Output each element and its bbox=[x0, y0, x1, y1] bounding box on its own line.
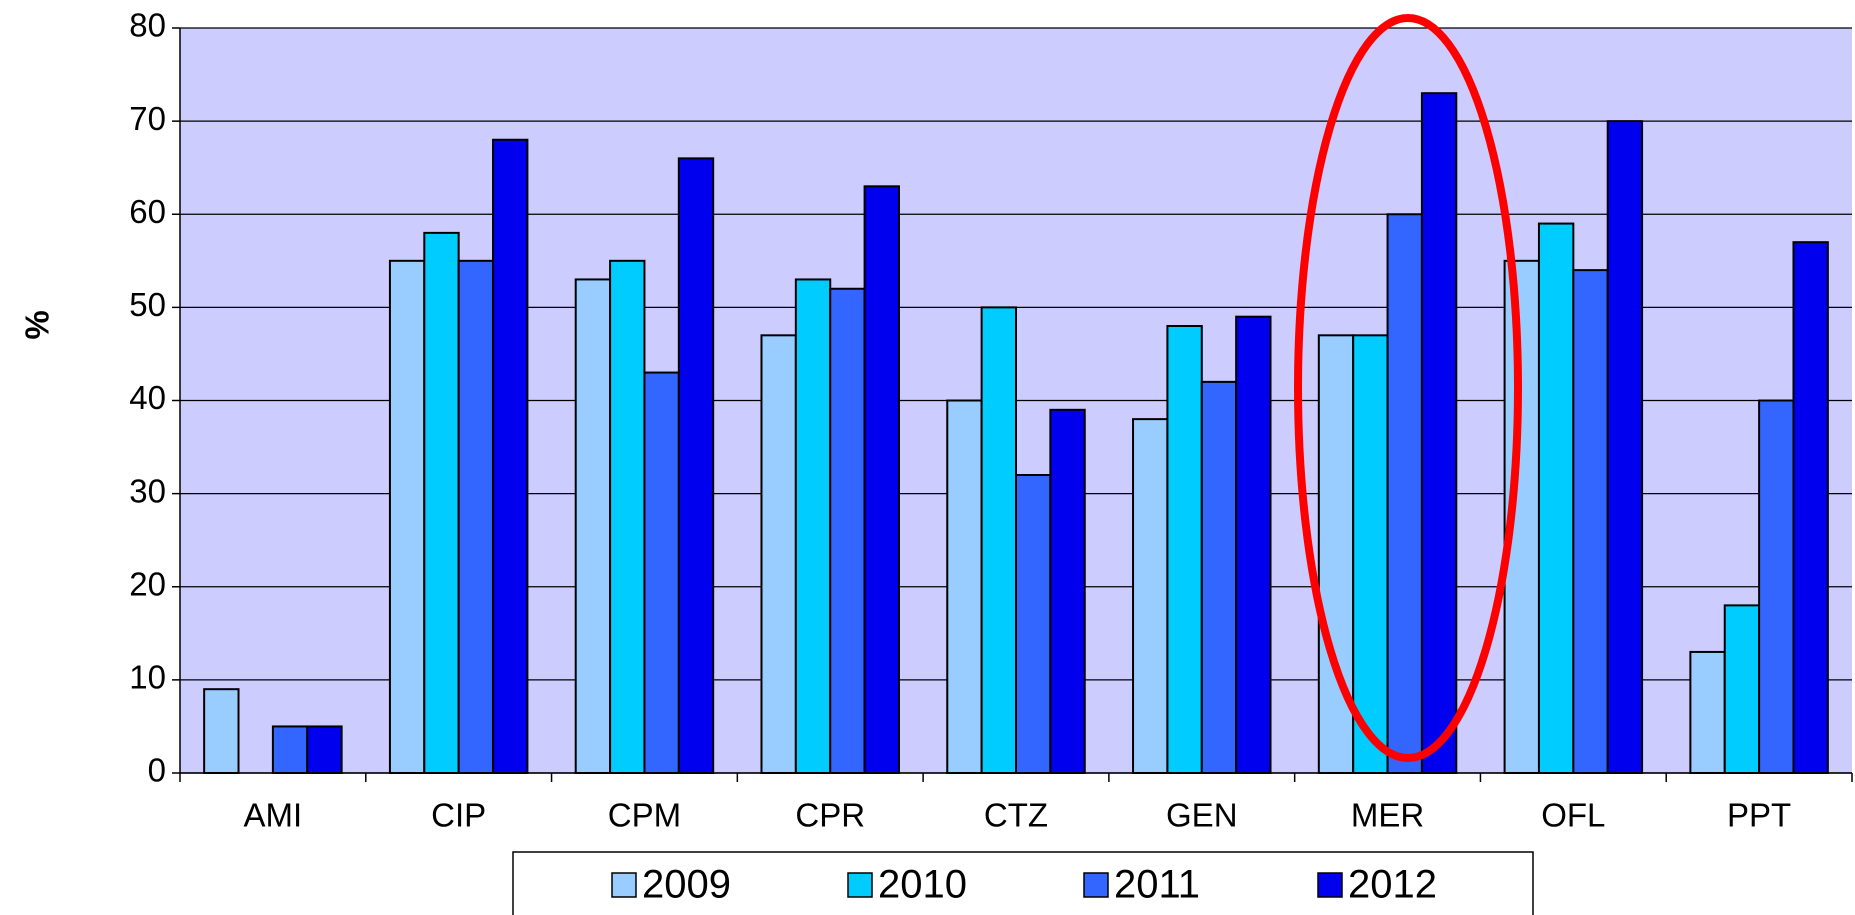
bar bbox=[829, 287, 866, 774]
bar bbox=[760, 334, 797, 774]
x-tick-label: OFL bbox=[1541, 797, 1605, 834]
bar bbox=[388, 259, 426, 774]
legend-swatch bbox=[1083, 872, 1109, 898]
bar bbox=[794, 278, 832, 774]
legend-swatch bbox=[1317, 872, 1343, 898]
bar bbox=[1166, 325, 1203, 774]
bar bbox=[863, 185, 900, 774]
legend-swatch bbox=[847, 872, 873, 898]
legend-label: 2010 bbox=[878, 863, 967, 907]
bar bbox=[1572, 269, 1609, 774]
y-tick-label: 20 bbox=[129, 565, 166, 602]
bar bbox=[1792, 241, 1829, 774]
y-tick-label: 50 bbox=[129, 286, 166, 323]
bar bbox=[1200, 380, 1238, 774]
y-tick-label: 0 bbox=[148, 752, 166, 789]
bar bbox=[1132, 418, 1169, 774]
y-axis-label: % bbox=[19, 310, 56, 339]
bar bbox=[980, 306, 1017, 774]
bar bbox=[203, 688, 240, 774]
y-tick-label: 70 bbox=[129, 100, 166, 137]
bar bbox=[1689, 650, 1726, 774]
bar bbox=[271, 725, 309, 774]
y-tick-label: 80 bbox=[129, 7, 166, 44]
bar bbox=[1606, 120, 1644, 774]
bar bbox=[1049, 408, 1086, 774]
bar bbox=[306, 725, 343, 774]
highlight-ellipse bbox=[1294, 14, 1522, 762]
legend-label: 2009 bbox=[642, 863, 731, 907]
legend-swatch bbox=[611, 872, 637, 898]
bar bbox=[1758, 399, 1795, 774]
bar bbox=[492, 138, 529, 774]
y-tick-label: 40 bbox=[129, 379, 166, 416]
bar bbox=[1537, 222, 1575, 774]
x-tick-label: PPT bbox=[1727, 797, 1791, 834]
bar bbox=[1386, 213, 1423, 774]
bar bbox=[643, 371, 680, 774]
bar bbox=[946, 399, 983, 774]
legend-box bbox=[512, 851, 1534, 915]
y-tick-label: 10 bbox=[129, 659, 166, 696]
y-tick-label: 30 bbox=[129, 472, 166, 509]
bar bbox=[1352, 334, 1389, 774]
bar bbox=[609, 259, 646, 774]
x-tick-label: CTZ bbox=[984, 797, 1048, 834]
bar bbox=[423, 231, 460, 774]
bar bbox=[457, 259, 495, 774]
x-tick-label: MER bbox=[1351, 797, 1424, 834]
x-tick-label: CPM bbox=[608, 797, 681, 834]
bar bbox=[677, 157, 715, 774]
bar bbox=[1235, 315, 1272, 774]
x-tick-label: CIP bbox=[431, 797, 486, 834]
legend-label: 2012 bbox=[1348, 863, 1437, 907]
bar bbox=[1723, 604, 1761, 774]
y-tick-label: 60 bbox=[129, 193, 166, 230]
x-tick-label: AMI bbox=[244, 797, 303, 834]
x-tick-label: GEN bbox=[1166, 797, 1238, 834]
bar bbox=[574, 278, 612, 774]
bar bbox=[1015, 474, 1052, 774]
legend-label: 2011 bbox=[1114, 863, 1200, 907]
bar bbox=[1420, 92, 1458, 774]
x-tick-label: CPR bbox=[795, 797, 865, 834]
